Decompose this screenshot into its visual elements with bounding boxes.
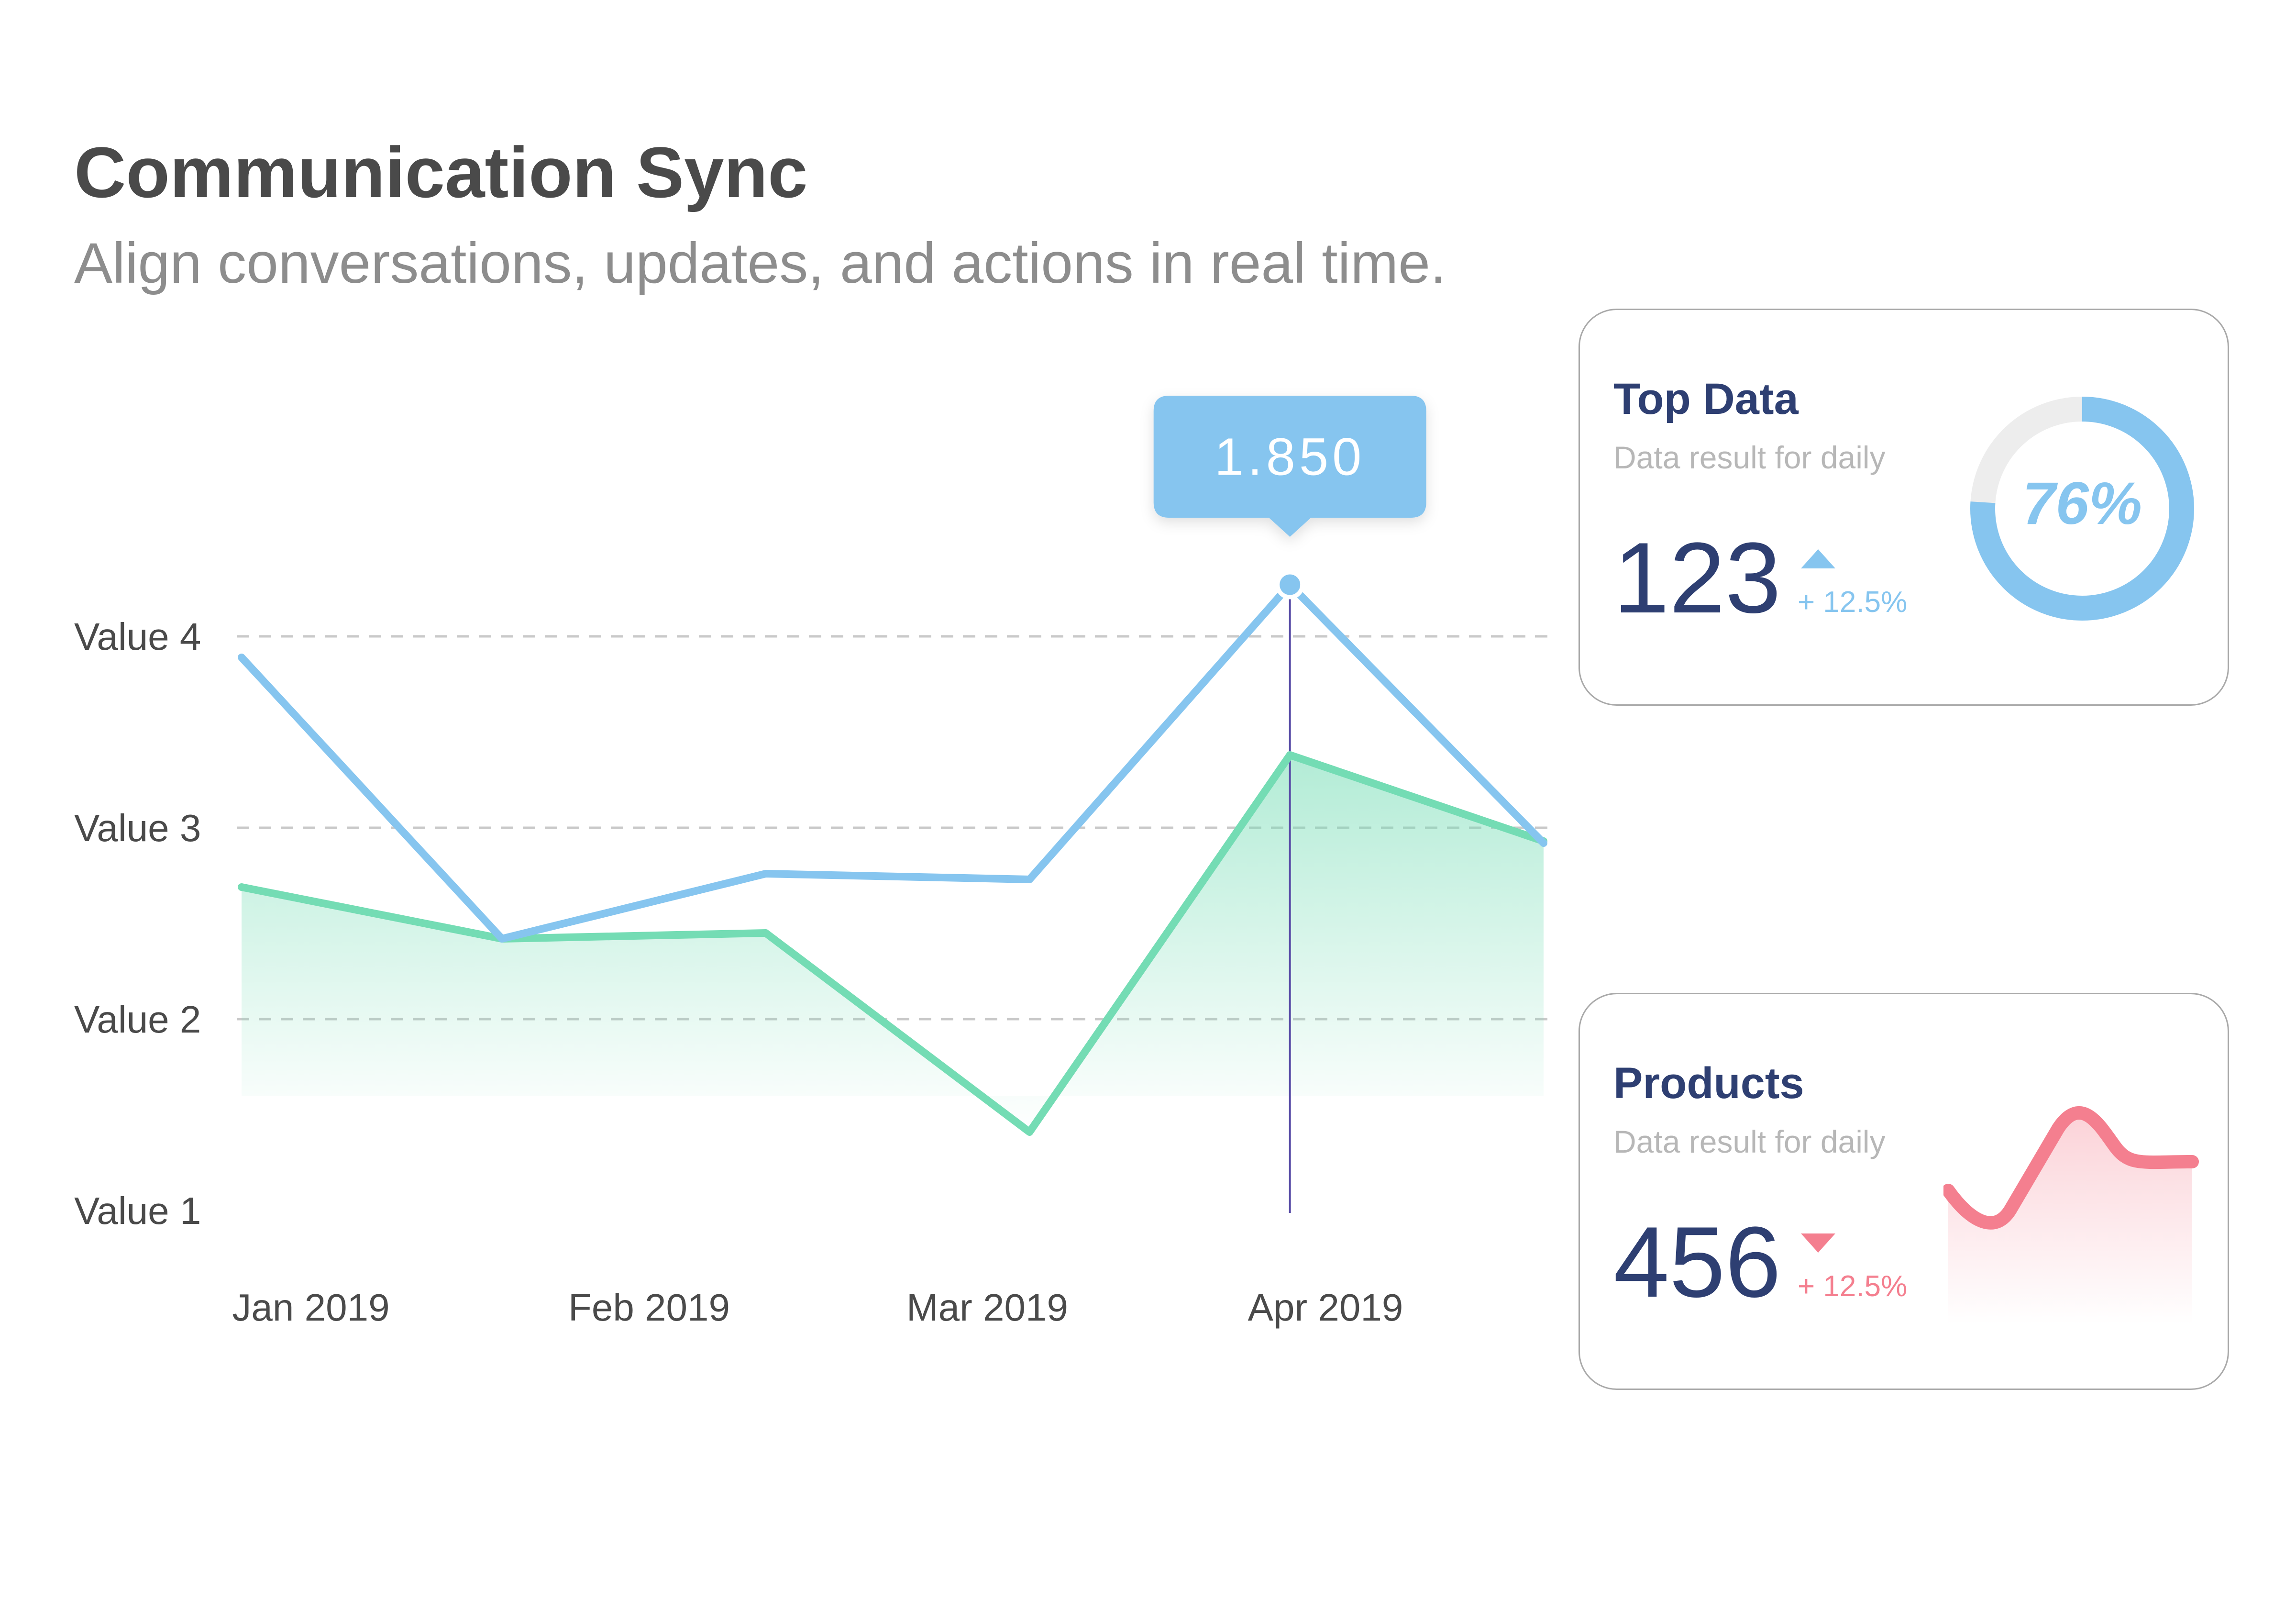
card-subtitle: Data result for daily	[1613, 440, 1886, 475]
y-tick-label: Value 3	[74, 807, 201, 849]
line-chart: Value 1 Value 2 Value 3 Value 4 Jan 2019 Feb…	[74, 396, 1555, 1329]
top-data-card[interactable]: Top Data Data result for daily 123 + 12.…	[1578, 309, 2229, 706]
trend-up-icon	[1801, 549, 1835, 568]
x-tick-label: Mar 2019	[906, 1286, 1068, 1329]
trend-down-icon	[1801, 1233, 1835, 1253]
card-value: 456	[1613, 1206, 1781, 1318]
y-tick-label: Value 2	[74, 998, 201, 1041]
change-percent: + 12.5%	[1798, 1270, 1908, 1303]
tooltip-value: 1.850	[1214, 428, 1365, 487]
x-tick-label: Feb 2019	[568, 1286, 730, 1329]
page-subtitle: Align conversations, updates, and action…	[74, 231, 1446, 295]
card-title: Top Data	[1613, 375, 1799, 423]
card-value: 123	[1613, 522, 1781, 634]
card-title: Products	[1613, 1059, 1804, 1108]
y-tick-label: Value 4	[74, 615, 201, 658]
x-tick-label: Apr 2019	[1248, 1286, 1403, 1329]
x-tick-label: Jan 2019	[232, 1286, 389, 1329]
series-line	[238, 581, 1547, 943]
series-area	[242, 755, 1544, 1132]
progress-donut: 76%	[1970, 397, 2194, 621]
products-sparkline	[1943, 1106, 2199, 1324]
series-line	[238, 751, 1547, 1136]
progress-arc	[1970, 397, 2194, 621]
progress-label: 76%	[2022, 470, 2142, 537]
y-tick-label: Value 1	[74, 1189, 201, 1232]
change-percent: + 12.5%	[1798, 586, 1908, 619]
sparkline-line	[1943, 1106, 2199, 1230]
highlight-point[interactable]	[1275, 570, 1305, 600]
card-subtitle: Data result for daily	[1613, 1124, 1886, 1159]
value-tooltip: 1.850	[1153, 396, 1426, 537]
products-card[interactable]: Products Data result for daily 456 + 12.…	[1578, 993, 2229, 1390]
page-title: Communication Sync	[74, 132, 808, 212]
